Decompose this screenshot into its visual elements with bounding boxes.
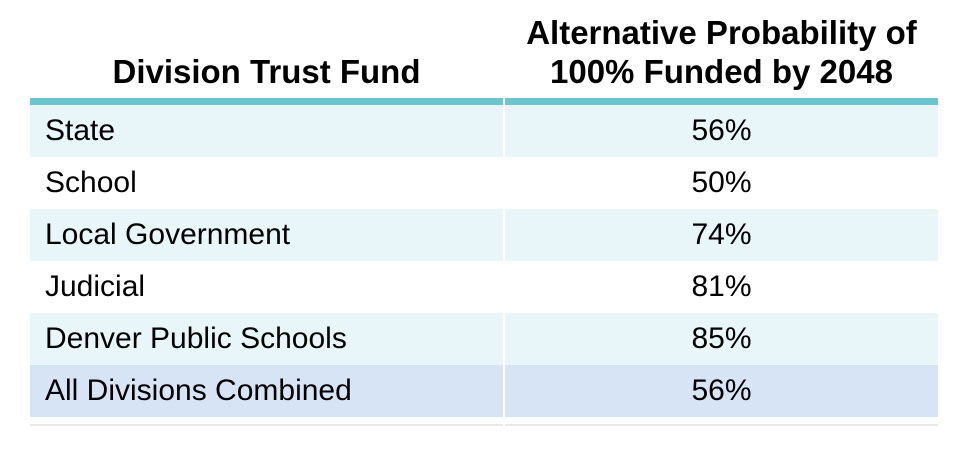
division-cell: Judicial — [30, 261, 503, 313]
table-row-denver-public-schools: Denver Public Schools 85% — [30, 313, 938, 365]
table-row-school: School 50% — [30, 157, 938, 209]
division-cell: Denver Public Schools — [30, 313, 503, 365]
probability-cell: 56% — [505, 365, 938, 417]
division-cell: State — [30, 105, 503, 157]
probability-cell: 85% — [505, 313, 938, 365]
probability-cell: 74% — [505, 209, 938, 261]
division-cell: Local Government — [30, 209, 503, 261]
table-bottom-frame — [30, 417, 938, 426]
column-header-probability-line2: 100% Funded by 2048 — [550, 53, 893, 91]
division-cell: School — [30, 157, 503, 209]
division-trust-fund-table: Division Trust Fund Alternative Probabil… — [28, 0, 940, 426]
table-row-judicial: Judicial 81% — [30, 261, 938, 313]
probability-cell: 81% — [505, 261, 938, 313]
probability-cell: 50% — [505, 157, 938, 209]
column-header-probability: Alternative Probability of 100% Funded b… — [505, 0, 938, 105]
table-row-all-divisions-combined: All Divisions Combined 56% — [30, 365, 938, 417]
column-header-division-label: Division Trust Fund — [112, 53, 421, 91]
column-header-probability-line1: Alternative Probability of — [526, 14, 917, 52]
probability-cell: 56% — [505, 105, 938, 157]
table-row-state: State 56% — [30, 105, 938, 157]
table-row-local-government: Local Government 74% — [30, 209, 938, 261]
column-header-division: Division Trust Fund — [30, 0, 503, 105]
header-row: Division Trust Fund Alternative Probabil… — [30, 0, 938, 105]
division-cell: All Divisions Combined — [30, 365, 503, 417]
